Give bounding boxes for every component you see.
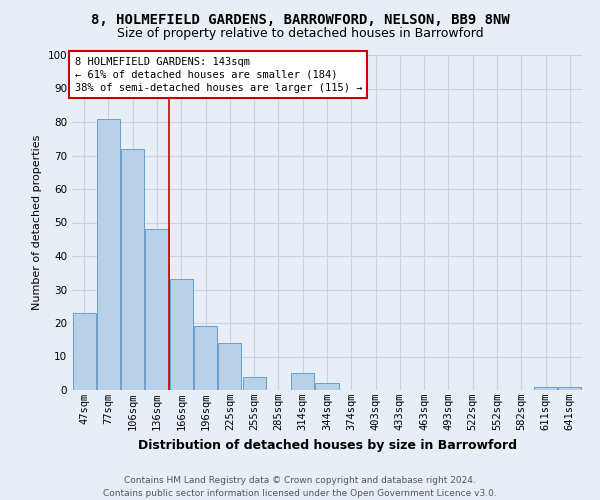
Bar xyxy=(218,343,241,390)
Bar xyxy=(316,384,338,390)
Y-axis label: Number of detached properties: Number of detached properties xyxy=(32,135,42,310)
Text: 8, HOLMEFIELD GARDENS, BARROWFORD, NELSON, BB9 8NW: 8, HOLMEFIELD GARDENS, BARROWFORD, NELSO… xyxy=(91,12,509,26)
Bar xyxy=(194,326,217,390)
Bar xyxy=(73,313,95,390)
Bar xyxy=(534,386,557,390)
Bar xyxy=(291,373,314,390)
X-axis label: Distribution of detached houses by size in Barrowford: Distribution of detached houses by size … xyxy=(137,438,517,452)
Bar xyxy=(559,386,581,390)
Bar xyxy=(145,229,169,390)
Bar xyxy=(97,118,120,390)
Bar xyxy=(170,280,193,390)
Text: Contains HM Land Registry data © Crown copyright and database right 2024.
Contai: Contains HM Land Registry data © Crown c… xyxy=(103,476,497,498)
Text: Size of property relative to detached houses in Barrowford: Size of property relative to detached ho… xyxy=(116,28,484,40)
Bar xyxy=(121,149,144,390)
Bar xyxy=(242,376,266,390)
Text: 8 HOLMEFIELD GARDENS: 143sqm
← 61% of detached houses are smaller (184)
38% of s: 8 HOLMEFIELD GARDENS: 143sqm ← 61% of de… xyxy=(74,56,362,93)
